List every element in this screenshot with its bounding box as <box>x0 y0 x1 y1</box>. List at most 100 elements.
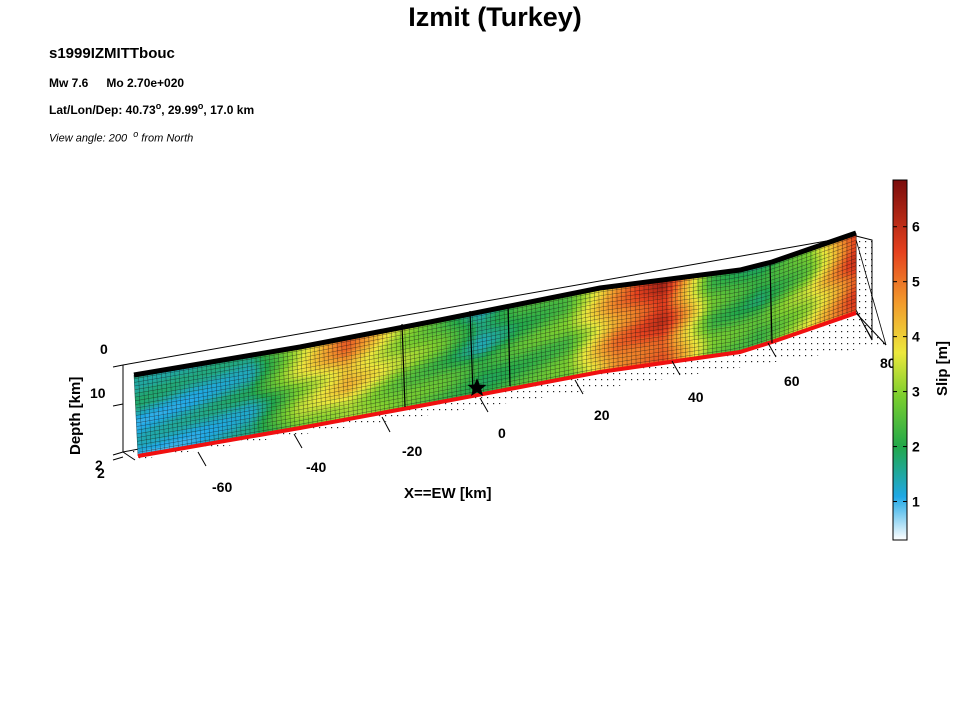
box-edge <box>122 235 856 366</box>
x-tick-label: -40 <box>306 459 326 475</box>
slip-cell <box>668 282 674 289</box>
slip-cell <box>639 314 645 321</box>
slip-cell <box>725 275 732 282</box>
subfault-segment-line <box>401 323 406 408</box>
x-tick-mark <box>197 451 207 467</box>
hypocenter-depth: 17.0 km <box>210 103 255 117</box>
slip-cell <box>726 343 732 350</box>
slip-cell <box>712 345 718 352</box>
colorbar-label: Slip [m] <box>934 341 951 396</box>
slip-cell <box>692 330 699 336</box>
seismic-moment: Mo 2.70e+020 <box>106 76 185 90</box>
slip-cell <box>668 292 674 298</box>
event-id: s1999IZMITTbouc <box>49 45 175 62</box>
x-tick-label: 80 <box>880 355 896 371</box>
colorbar-tick-label: 3 <box>912 384 920 400</box>
grid-line <box>134 250 857 394</box>
slip-cell <box>730 283 736 290</box>
colorbar-tick-label: 2 <box>912 439 920 455</box>
slip-cell <box>611 350 617 357</box>
slip-cell <box>654 353 660 360</box>
slip-cell <box>634 287 640 294</box>
subfault-segment-line <box>469 310 474 394</box>
slip-cell <box>615 308 621 315</box>
slip-cell <box>616 359 622 366</box>
slip-cell <box>659 353 665 360</box>
x-tick-mark <box>574 379 584 395</box>
plot-title: Izmit (Turkey) <box>408 2 582 32</box>
slip-cell <box>611 332 617 339</box>
fault-top-trace <box>133 230 857 378</box>
colorbar-tick-label: 4 <box>912 329 920 345</box>
slip-cell <box>678 341 684 348</box>
grid-line <box>738 270 740 353</box>
grid-line <box>135 265 857 409</box>
slip-cell <box>611 341 617 348</box>
slip-cell <box>663 292 669 299</box>
magnitude: Mw 7.6 <box>49 76 89 90</box>
subfault-segment-line <box>507 304 511 387</box>
depth-tick-mark <box>112 364 124 368</box>
slip-cell <box>730 293 737 299</box>
grid-line <box>135 258 857 402</box>
slip-cell <box>615 289 621 296</box>
slip-cell <box>634 296 640 303</box>
box-edge <box>854 235 887 346</box>
slip-cell <box>730 302 737 308</box>
slip-cell <box>664 352 670 359</box>
magnitude-line: Mw 7.6 Mo 2.70e+020 <box>49 76 184 90</box>
depth-tick-mark <box>112 403 124 407</box>
box-edge <box>855 312 887 346</box>
slip-cell <box>606 360 613 367</box>
grid-line <box>137 298 857 442</box>
slip-cell <box>635 338 641 344</box>
grid-line <box>137 309 857 453</box>
grid-line <box>134 247 857 390</box>
x-tick-mark <box>767 342 777 358</box>
grid-line <box>137 294 857 438</box>
x-tick-label: 0 <box>498 425 506 441</box>
slip-cell <box>635 356 641 363</box>
grid-line <box>136 276 857 420</box>
slip-cell <box>634 305 641 312</box>
slip-cell <box>682 308 689 315</box>
degree-sign: o <box>197 101 204 111</box>
depth-tick-label: 0 <box>100 341 108 357</box>
slip-cell <box>606 332 612 339</box>
box-edge <box>122 451 136 461</box>
longitude: 29.99 <box>167 103 198 117</box>
slip-cell <box>620 316 626 323</box>
grid-line <box>137 301 857 446</box>
slip-cell <box>653 284 660 291</box>
slip-cell <box>726 316 732 323</box>
slip-cell <box>615 331 622 338</box>
slip-cell <box>639 305 645 311</box>
slip-cell <box>711 304 718 311</box>
slip-cell <box>692 298 698 304</box>
slip-cell <box>606 342 612 348</box>
slip-cell <box>611 360 617 366</box>
x-tick-label: 60 <box>784 373 800 389</box>
slip-cell <box>687 321 694 328</box>
slip-cell <box>711 277 717 284</box>
slip-cell <box>619 289 626 295</box>
grid-line <box>136 287 857 431</box>
slip-cell <box>606 351 612 358</box>
grid-line <box>135 254 857 398</box>
slip-cell <box>605 300 612 307</box>
grid-line <box>134 240 857 383</box>
slip-cell <box>678 332 684 338</box>
colorbar-tick-label: 6 <box>912 219 920 235</box>
slip-cell <box>678 350 684 357</box>
latitude: 40.73 <box>125 103 156 117</box>
slip-cell <box>639 328 646 335</box>
depth-tick-label: 10 <box>90 385 106 401</box>
degree-sign: o <box>155 101 162 111</box>
slip-cell <box>682 290 688 296</box>
grid-line <box>733 270 736 353</box>
slip-cell <box>692 307 698 314</box>
slip-cell <box>668 351 675 358</box>
slip-cell <box>658 302 664 309</box>
slip-cell <box>615 340 622 347</box>
